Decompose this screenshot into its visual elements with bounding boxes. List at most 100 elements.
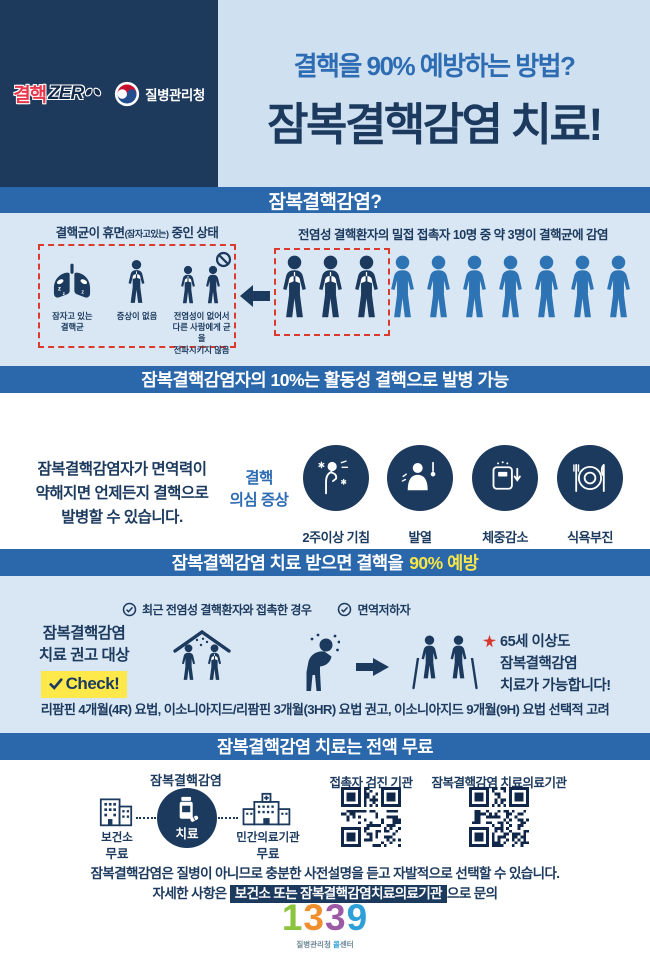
person-icon [458, 252, 491, 324]
tb-zero-logo-kyeolhaek: 결핵 [13, 85, 47, 106]
no-spread-icon [176, 251, 231, 306]
notice-line2-post: 으로 문의 [447, 886, 498, 901]
check-badge: Check! [40, 671, 128, 699]
symptom-circle-appetite-loss [557, 445, 623, 511]
person-icon [386, 252, 419, 324]
infected-person-icon [278, 252, 311, 324]
regimen-text: 리팜핀 4개월(4R) 요법, 이소니아지드/리팜핀 3개월(3HR) 요법 권… [40, 702, 610, 717]
header-logo-panel: 결핵 ZER 질병관리청 [0, 0, 218, 187]
banner-free-treatment-text: 잠복결핵감염 치료는 전액 무료 [217, 737, 433, 757]
tb-zero-logo: 결핵 ZER [13, 80, 102, 107]
dormant-heading: 결핵균이 휴면(잠자고있는) 중인 상태 [16, 222, 258, 241]
infected-person-icon [350, 252, 383, 324]
person-icon [422, 252, 455, 324]
check-circle-icon [338, 602, 352, 617]
dormant-heading-main: 결핵균이 휴면 [55, 226, 125, 240]
qr-treatment-label: 잠복결핵감염 치료의료기관 [431, 776, 567, 790]
banner-prevention-text: 잠복결핵감염 치료 받으면 결핵을 [171, 553, 404, 573]
qr-contact-label: 접촉자 검진 기관 [329, 776, 413, 790]
banner-what-is-ltbi-text: 잠복결핵감염? [268, 191, 383, 213]
notice-line2: 자세한 사항은 보건소 또는 잠복결핵감염치료의료기관 으로 문의 [0, 882, 650, 903]
dormant-item-no-spread: 전염성이 없어서 다른 사람에게 균을 전파시키지 않음 [170, 251, 234, 356]
person-icon [203, 265, 223, 306]
private-hospital-label: 민간의료기관 [236, 832, 300, 844]
contact-people-row [278, 252, 635, 324]
kdca-logo-text: 질병관리청 [145, 87, 205, 103]
banner-activation-risk-text: 잠복결핵감염자의 10%는 활동성 결핵으로 발병 가능 [141, 370, 509, 390]
dormant-item-label: 전염성이 없어서 다른 사람에게 균을 전파시키지 않음 [172, 311, 231, 355]
symptom-circle-fever [387, 445, 453, 511]
arrow-right-icon [356, 658, 389, 676]
elderly-couple-icon [412, 630, 478, 692]
treatment-circle-label: 치료 [175, 826, 199, 841]
lungs-o-icon [84, 87, 102, 97]
criterion-immunocompromised: 면역저하자 [337, 601, 411, 618]
dormant-item-sleeping: z z z 잠자고 있는 결핵균 [40, 256, 104, 333]
infected-group-box [274, 248, 390, 336]
household-contact-icon [171, 627, 233, 691]
fever-icon [401, 461, 436, 491]
symptom-circle-weight-loss [472, 445, 538, 511]
dormant-heading-small: (잠자고있는) [124, 229, 169, 239]
notice-line1: 잠복결핵감염은 질병이 아니므로 충분한 사전설명을 듣고 자발적으로 선택할 … [90, 866, 560, 881]
hotline-digit: 3 [325, 897, 347, 938]
cane-icon [470, 658, 478, 690]
treatment-circle: 치료 [157, 788, 217, 848]
criteria-row: 최근 전염성 결핵환자와 접촉한 경우 면역저하자 [122, 601, 411, 618]
red-star-icon [482, 634, 497, 648]
private-hospital-icon [242, 792, 291, 826]
notice-line2-highlight: 보건소 또는 잠복결핵감염치료의료기관 [229, 885, 448, 903]
qr-code-contact [341, 787, 401, 847]
hotline-digit: 3 [303, 897, 325, 938]
germ-dots-icon [195, 637, 209, 647]
poster-subtitle: 결핵을 90% 예방하는 방법? [293, 51, 576, 81]
private-hospital-cost: 무료 [256, 847, 280, 861]
person-icon [178, 265, 198, 306]
dormant-item-no-symptom: 증상이 없음 [105, 256, 169, 322]
person-icon [566, 252, 599, 324]
dormant-heading-tail: 중인 상태 [168, 226, 219, 240]
banner-activation-risk: 잠복결핵감염자의 10%는 활동성 결핵으로 발병 가능 [0, 366, 650, 393]
health-center-label: 보건소 [101, 832, 133, 844]
hotline-1339-logo: 1339 [0, 897, 650, 939]
sick-person-icon [306, 633, 340, 691]
poster-title: 잠복결핵감염 치료! [267, 99, 603, 150]
health-center-cost: 무료 [105, 847, 129, 861]
hotline-caption: 질병관리청 콜센터 [0, 939, 650, 950]
sleeping-lungs-icon: z z z [54, 263, 91, 298]
infected-person-icon [314, 252, 347, 324]
symptom-label-fever: 발열 [408, 530, 432, 545]
check-badge-label: Check! [65, 674, 120, 694]
elderly-note: 65세 이상도 잠복결핵감염 치료가 가능합니다! [500, 634, 611, 694]
dormant-item-label: 증상이 없음 [116, 311, 158, 321]
dormant-item-label: 잠자고 있는 결핵균 [52, 311, 93, 333]
dormant-state-box: z z z 잠자고 있는 결핵균 증상이 없음 [38, 244, 236, 355]
person-icon [125, 259, 148, 306]
person-icon [418, 632, 441, 684]
hotline-digit: 1 [281, 897, 304, 938]
cane-icon [412, 658, 420, 690]
arrow-left-icon [240, 285, 270, 307]
qr-code-treatment [469, 787, 529, 847]
health-center-icon [99, 798, 133, 827]
svg-text:z: z [63, 291, 66, 296]
criterion-immunocompromised-label: 면역저하자 [357, 603, 411, 617]
risk-description: 잠복결핵감염자가 면역력이 약해지면 언제든지 결핵으로 발병할 수 있습니다. [35, 461, 209, 527]
notice-line2-pre: 자세한 사항은 [152, 886, 230, 901]
treatment-target-title-text: 잠복결핵감염 치료 권고 대상 [38, 625, 130, 664]
kdca-emblem-icon [115, 81, 140, 106]
appetite-loss-icon [573, 464, 605, 492]
weight-loss-icon [492, 461, 521, 490]
symptom-label-weight: 체중감소 [482, 530, 528, 545]
contact-heading: 전염성 결핵환자의 밀접 접촉자 10명 중 약 3명이 결핵균에 감염 [297, 228, 609, 242]
criterion-contact: 최근 전염성 결핵환자와 접촉한 경우 [122, 601, 312, 618]
tb-zero-logo-zer: ZER [48, 82, 84, 104]
person-icon [205, 643, 224, 683]
hotline-caption-accent: 콜 [332, 940, 340, 949]
treatment-target-title: 잠복결핵감염 치료 권고 대상 Check! [14, 623, 154, 699]
symptom-label: 결핵 의심 증상 [229, 470, 289, 510]
person-icon [602, 252, 635, 324]
banner-prevention: 잠복결핵감염 치료 받으면 결핵을 90% 예방 [0, 549, 650, 576]
dotted-connector [136, 817, 156, 819]
